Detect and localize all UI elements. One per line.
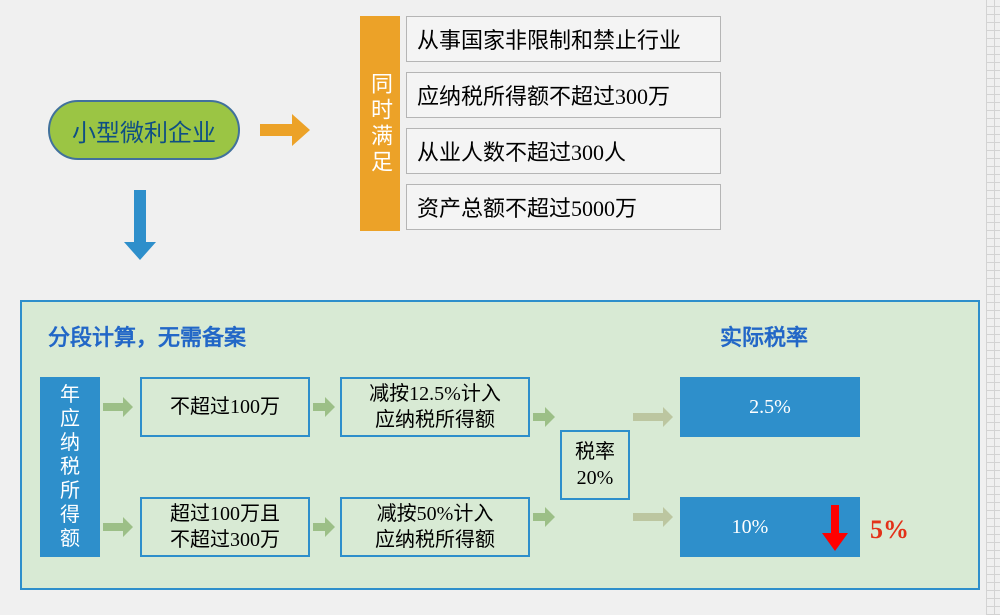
red-down-arrow-icon bbox=[822, 505, 852, 555]
effective2-extra: 5% bbox=[870, 515, 909, 545]
